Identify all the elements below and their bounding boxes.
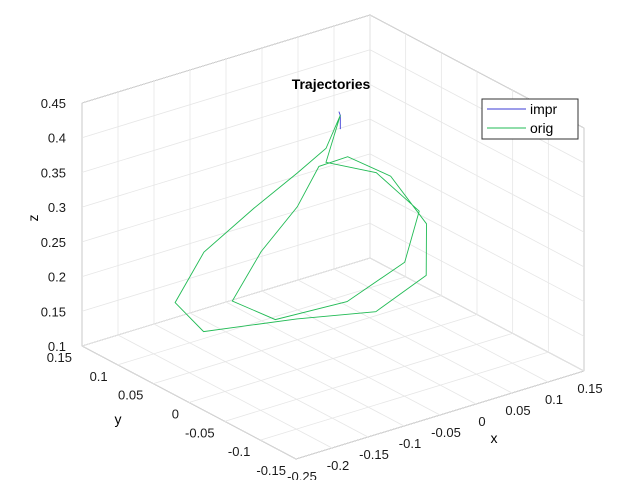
gridline-y-floor: [188, 314, 478, 403]
gridline-z-back: [81, 257, 371, 347]
y-tick-label: 0.15: [47, 350, 72, 365]
z-tick-label: 0.25: [41, 235, 66, 250]
gridline-z-side: [369, 257, 585, 372]
gridline-y-floor: [117, 276, 406, 366]
z-axis-label: z: [25, 215, 41, 222]
gridline-z-back: [81, 153, 371, 243]
gridline-z-back: [81, 222, 371, 312]
gridline-y-floor: [224, 332, 513, 422]
y-tick-label: -0.1: [228, 444, 250, 459]
legend: impr orig: [481, 98, 579, 140]
x-tick-label: -0.2: [327, 458, 349, 473]
gridline-z-side: [369, 222, 585, 337]
z-tick-label: 0.3: [48, 200, 66, 215]
x-tick-label: 0.15: [577, 381, 602, 396]
tick-labels: -0.25-0.2-0.15-0.1-0.0500.050.10.15-0.15…: [41, 96, 603, 480]
gridline-y-floor: [153, 295, 442, 385]
legend-box: [481, 98, 579, 140]
gridline-z-side: [369, 84, 585, 198]
y-tick-label: 0.05: [118, 388, 143, 403]
trajectory-orig: [174, 115, 427, 333]
z-tick-label: 0.45: [41, 96, 66, 111]
gridline-z-back: [81, 49, 371, 139]
x-tick-label: 0.05: [505, 403, 530, 418]
gridline-y-floor: [295, 370, 585, 460]
x-axis-label: x: [491, 430, 498, 446]
trajectory-lines: [174, 111, 427, 333]
gridline-z-side: [369, 118, 585, 233]
x-tick-label: 0.1: [545, 392, 563, 407]
y-tick-label: 0.1: [90, 369, 108, 384]
z-tick-label: 0.15: [41, 304, 66, 319]
chart-title: Trajectories: [292, 76, 371, 92]
gridline-z-back: [81, 14, 371, 104]
z-tick-label: 0.4: [48, 131, 66, 146]
z-tick-label: 0.35: [41, 165, 66, 180]
y-tick-label: 0: [172, 407, 179, 422]
x-tick-label: -0.15: [359, 447, 389, 462]
gridline-z-side: [369, 188, 585, 302]
x-tick-label: -0.25: [287, 469, 317, 480]
x-tick-label: -0.1: [399, 436, 421, 451]
gridline-y-floor: [260, 351, 549, 441]
legend-label-orig: orig: [530, 120, 553, 136]
x-tick-label: 0: [478, 414, 485, 429]
z-tick-label: 0.1: [48, 339, 66, 354]
gridline-z-side: [369, 49, 585, 164]
gridline-z-back: [81, 118, 371, 208]
y-tick-label: -0.15: [256, 463, 286, 478]
x-tick-label: -0.05: [431, 425, 461, 440]
z-tick-label: 0.2: [48, 270, 66, 285]
y-tick-label: -0.05: [185, 425, 215, 440]
gridline-z-back: [81, 84, 371, 173]
legend-label-impr: impr: [530, 101, 558, 117]
y-axis-label: y: [115, 411, 122, 427]
gridline-z-side: [369, 153, 585, 268]
gridlines: [81, 14, 585, 460]
